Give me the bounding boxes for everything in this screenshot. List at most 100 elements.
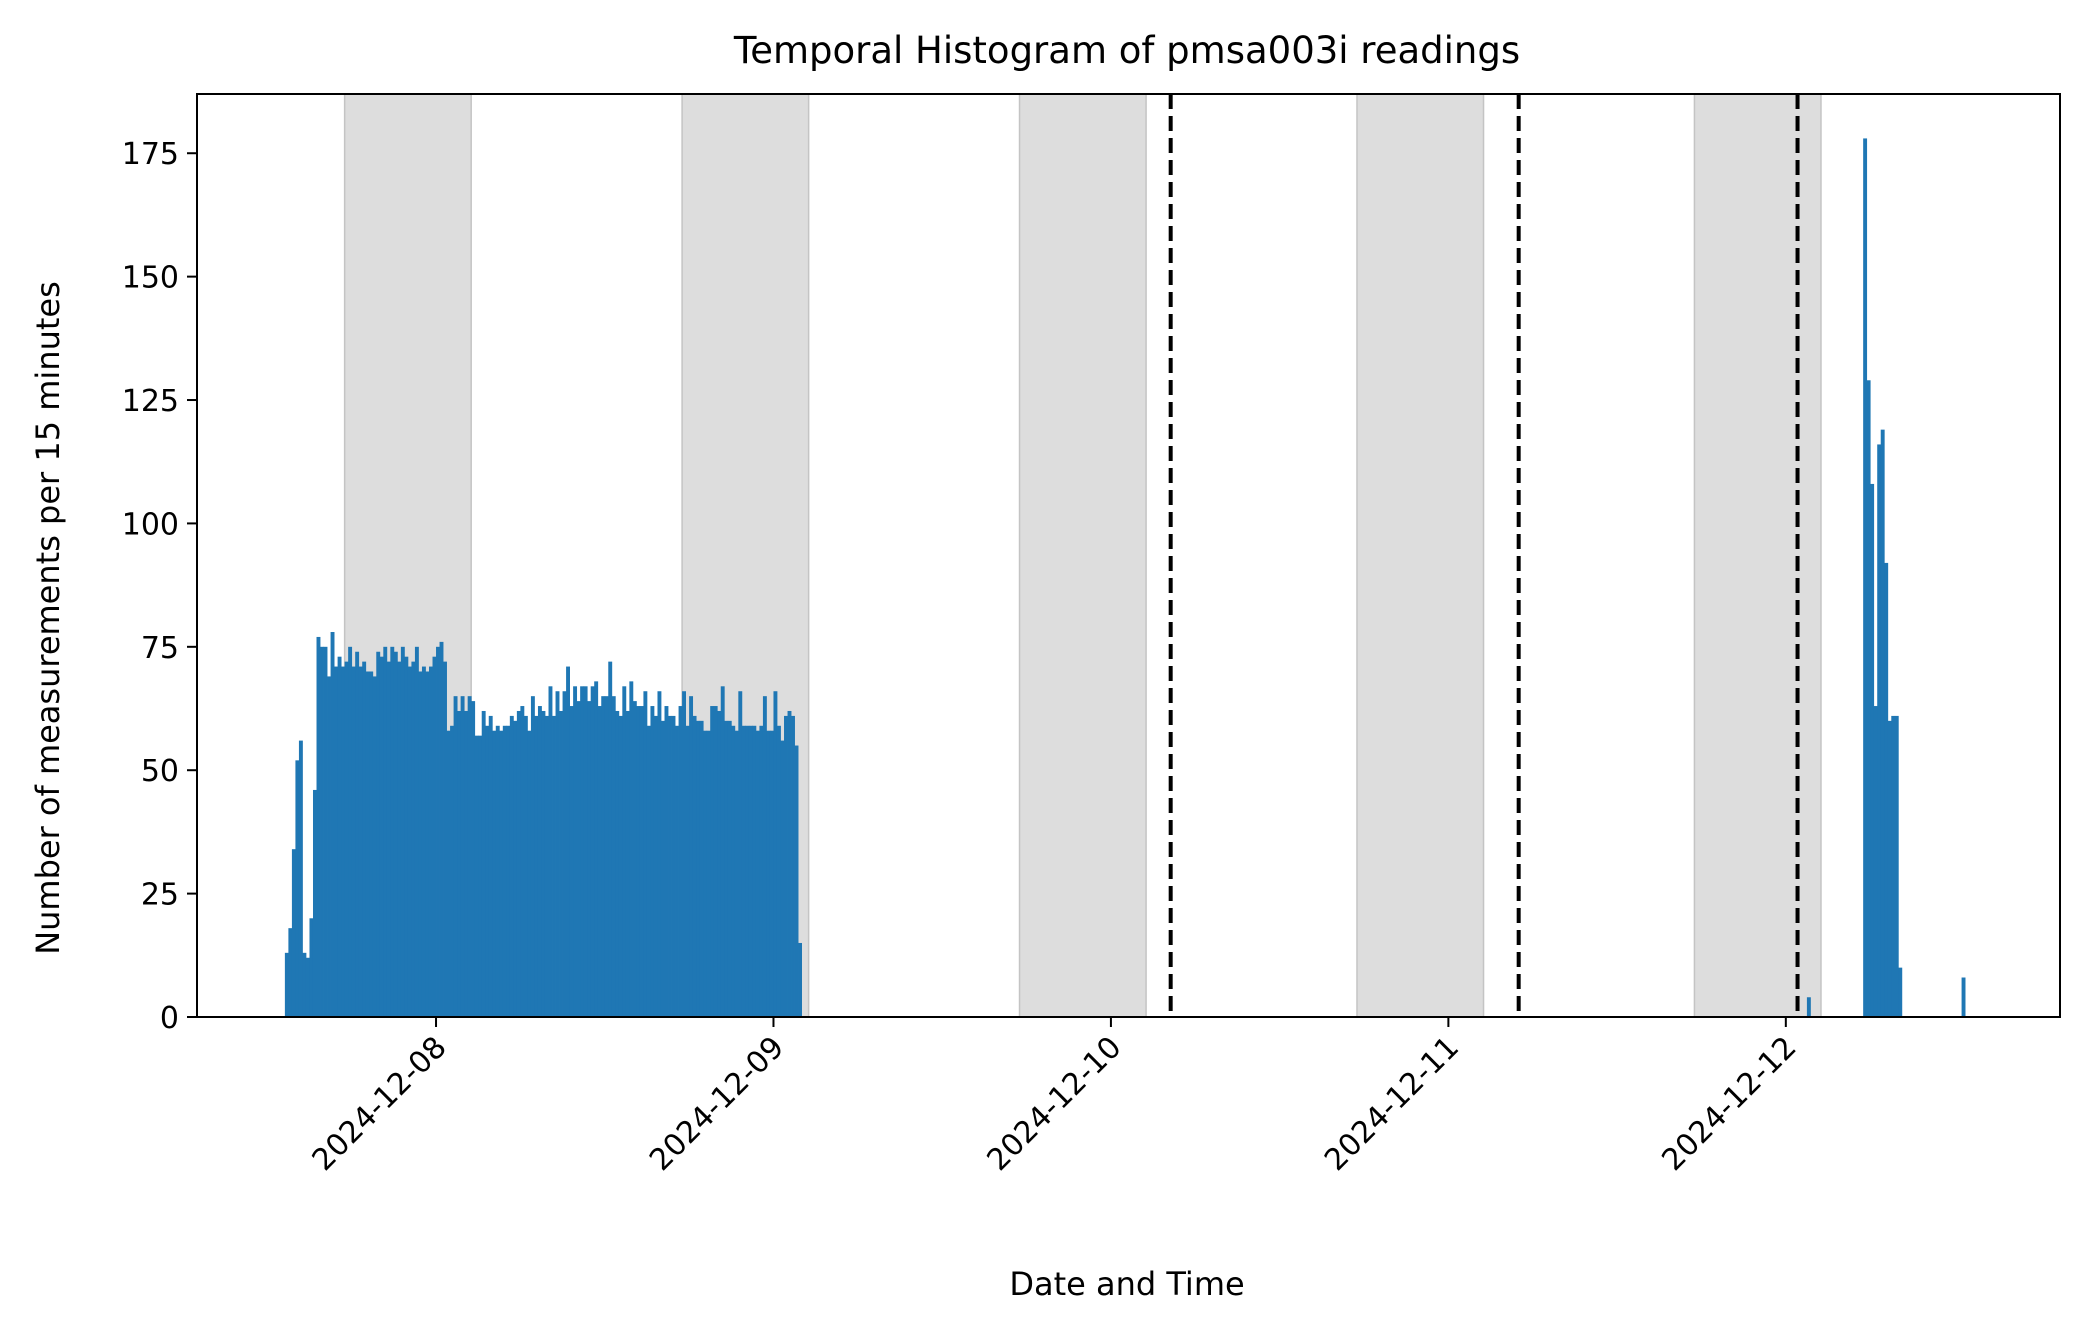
histogram-bar xyxy=(400,646,405,1017)
y-tick-label: 150 xyxy=(122,261,179,296)
y-tick-label: 25 xyxy=(141,878,179,913)
histogram-bar xyxy=(682,691,686,1017)
histogram-bar xyxy=(467,696,472,1017)
histogram-bar xyxy=(1898,967,1903,1017)
histogram-bar xyxy=(418,671,423,1017)
histogram-bar xyxy=(474,735,479,1017)
histogram-bar xyxy=(460,696,465,1017)
histogram-bar xyxy=(587,701,592,1017)
histogram-bar xyxy=(411,661,416,1017)
histogram-bar xyxy=(594,681,599,1017)
bars-layer xyxy=(284,138,1966,1017)
histogram-bar xyxy=(376,651,381,1017)
histogram-bar xyxy=(784,715,788,1017)
histogram-bar xyxy=(414,646,419,1017)
histogram-bar xyxy=(544,715,549,1017)
histogram-bar xyxy=(1884,562,1889,1017)
histogram-bar xyxy=(787,710,792,1017)
histogram-bar xyxy=(1887,720,1892,1017)
histogram-bar xyxy=(1866,380,1871,1017)
histogram-bar xyxy=(734,730,739,1017)
histogram-bar xyxy=(295,760,300,1017)
histogram-bar xyxy=(629,681,634,1017)
histogram-bar xyxy=(404,656,409,1017)
histogram-bar xyxy=(738,691,743,1017)
histogram-bar xyxy=(741,725,746,1017)
histogram-bar xyxy=(622,686,627,1017)
histogram-bar xyxy=(386,661,391,1017)
histogram-bar xyxy=(759,725,764,1017)
histogram-bar xyxy=(745,725,750,1017)
histogram-bar xyxy=(351,666,356,1017)
histogram-bar xyxy=(580,686,585,1017)
histogram-bar xyxy=(615,710,620,1017)
histogram-bar xyxy=(506,725,511,1017)
histogram-bar xyxy=(703,730,708,1017)
night-shade-3 xyxy=(1356,93,1485,1018)
y-tick-label: 100 xyxy=(122,507,179,542)
histogram-bar xyxy=(362,661,367,1017)
histogram-bar xyxy=(590,686,595,1017)
histogram-bar xyxy=(523,715,528,1017)
histogram-bar xyxy=(650,706,655,1017)
histogram-bar xyxy=(537,706,542,1017)
histogram-bar xyxy=(569,706,574,1017)
histogram-bar xyxy=(1891,715,1896,1017)
histogram-bar xyxy=(766,730,771,1017)
histogram-bar xyxy=(748,725,753,1017)
histogram-bar xyxy=(798,942,802,1017)
histogram-bar xyxy=(1894,715,1899,1017)
y-tick-label: 0 xyxy=(160,1001,179,1036)
histogram-bar xyxy=(1863,138,1868,1017)
histogram-bar xyxy=(355,651,360,1017)
histogram-bar xyxy=(284,952,289,1017)
histogram-bar xyxy=(752,725,757,1017)
histogram-bar xyxy=(1961,977,1966,1017)
histogram-bar xyxy=(576,701,581,1017)
histogram-bar xyxy=(713,706,718,1017)
histogram-bar xyxy=(390,646,395,1017)
histogram-bar xyxy=(530,696,535,1017)
histogram-bar xyxy=(425,671,430,1017)
histogram-bar xyxy=(446,730,451,1017)
histogram-bar xyxy=(597,706,602,1017)
histogram-bar xyxy=(495,725,500,1017)
histogram-bar xyxy=(562,691,567,1017)
histogram-bar xyxy=(664,706,669,1017)
histogram-bar xyxy=(541,710,546,1017)
histogram-bar xyxy=(1877,444,1882,1017)
histogram-bar xyxy=(618,715,623,1017)
y-tick-label: 125 xyxy=(122,384,179,419)
histogram-bar xyxy=(1880,429,1885,1017)
histogram-bar xyxy=(678,706,683,1017)
histogram-bar xyxy=(780,740,785,1017)
histogram-bar xyxy=(369,671,374,1017)
histogram-bar xyxy=(583,686,588,1017)
histogram-bar xyxy=(555,691,560,1017)
histogram-bar xyxy=(671,715,676,1017)
histogram-bar xyxy=(298,740,303,1017)
histogram-bar xyxy=(320,646,324,1017)
histogram-bar xyxy=(696,720,701,1017)
histogram-bar xyxy=(348,646,353,1017)
histogram-bar xyxy=(534,715,539,1017)
histogram-bar xyxy=(478,735,483,1017)
histogram-bar xyxy=(509,715,514,1017)
histogram-bar xyxy=(316,636,321,1017)
histogram-bar xyxy=(520,706,525,1017)
histogram-bar xyxy=(488,715,493,1017)
histogram-bar xyxy=(636,706,641,1017)
histogram-bar xyxy=(302,952,307,1017)
histogram-bar xyxy=(1870,483,1875,1017)
histogram-bar xyxy=(407,666,412,1017)
histogram-bar xyxy=(611,696,616,1017)
histogram-bar xyxy=(471,701,476,1017)
y-axis: 0 25 50 75 100 125 150 175 xyxy=(122,137,197,1036)
histogram-bar xyxy=(706,730,711,1017)
histogram-bar xyxy=(323,646,328,1017)
histogram-bar xyxy=(453,696,458,1017)
histogram-bar xyxy=(755,730,760,1017)
histogram-bar xyxy=(485,725,490,1017)
histogram-bar xyxy=(527,730,532,1017)
